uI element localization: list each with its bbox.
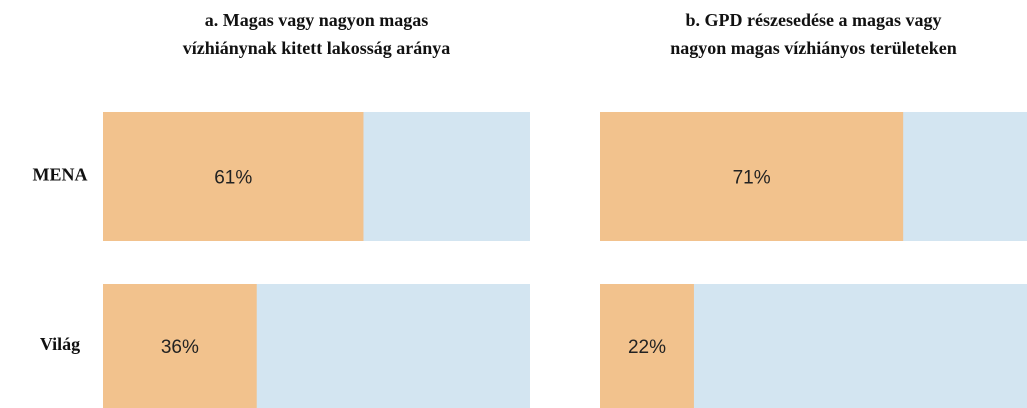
bar bbox=[600, 284, 694, 408]
chart-title: vízhiánynak kitett lakosság aránya bbox=[183, 38, 451, 58]
bar bbox=[103, 112, 364, 241]
value-label: 71% bbox=[733, 168, 771, 189]
value-label: 22% bbox=[628, 337, 666, 358]
value-label: 36% bbox=[161, 337, 199, 358]
chart-title: a. Magas vagy nagyon magas bbox=[205, 10, 429, 30]
bar bbox=[103, 284, 257, 408]
category-label: MENA bbox=[33, 165, 88, 185]
chart-title: nagyon magas vízhiányos területeken bbox=[670, 38, 957, 58]
category-label: Világ bbox=[40, 334, 80, 354]
value-label: 61% bbox=[214, 168, 252, 189]
chart-title: b. GPD részesedése a magas vagy bbox=[686, 10, 942, 30]
bar bbox=[600, 112, 904, 241]
